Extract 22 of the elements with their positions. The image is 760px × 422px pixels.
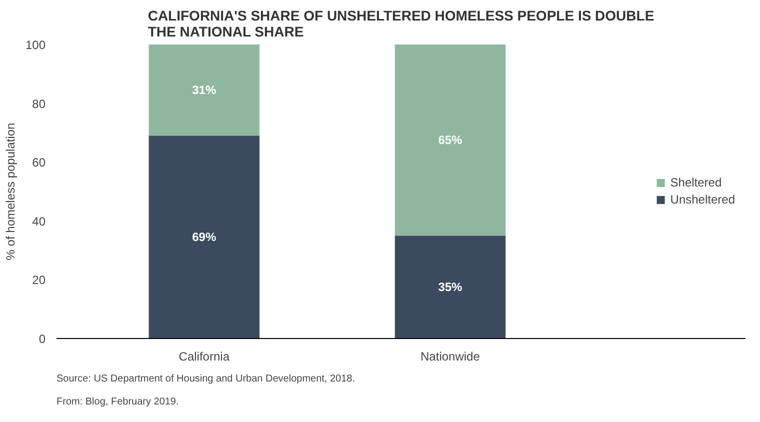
bar (148, 136, 260, 338)
data-label: 69% (192, 230, 216, 244)
bar (394, 44, 506, 236)
chart-title: CALIFORNIA'S SHARE OF UNSHELTERED HOMELESS PEOPLE IS DOUBLE THE NATIONAL SHARE (148, 8, 654, 40)
y-tick-label: 100 (25, 38, 46, 52)
y-tick-label: 0 (38, 332, 46, 346)
data-label: 31% (192, 83, 216, 98)
y-tick-label: 60 (32, 156, 46, 170)
legend-label: Unsheltered (670, 192, 735, 206)
data-label: 35% (438, 280, 463, 294)
bar (394, 236, 506, 338)
x-tick-label: Nationwide (420, 350, 480, 364)
text: From: Blog, February 2019. (56, 396, 179, 408)
y-tick-label: 40 (32, 214, 46, 228)
legend-label: Sheltered (670, 176, 722, 190)
data-label: 65% (438, 133, 463, 148)
y-tick-label: 80 (32, 96, 46, 111)
source-note: Source: US Department of Housing and Urban Development, 2018. (56, 374, 356, 384)
y-axis-title: % of homeless population (3, 122, 18, 260)
x-tick-label: California (178, 350, 230, 364)
bar (148, 44, 260, 136)
y-tick-label: 20 (32, 273, 46, 288)
